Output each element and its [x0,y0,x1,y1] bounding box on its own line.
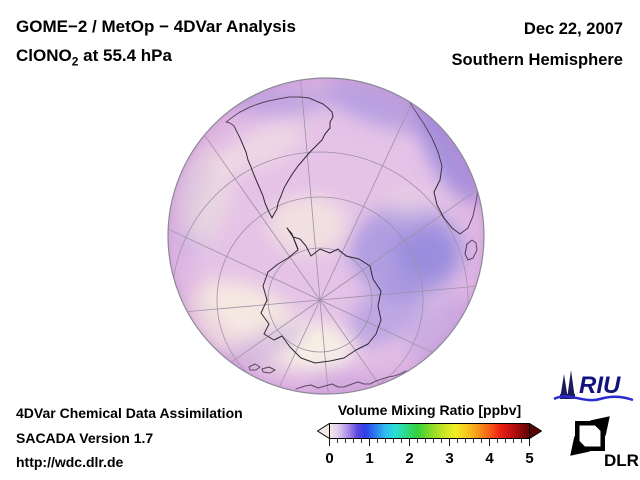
colorbar-tick-label: 1 [365,450,374,467]
globe-edge-shading [168,78,484,394]
colorbar-ticks [317,439,542,447]
colorbar-right-arrow [529,423,542,439]
colorbar-tick-label: 2 [405,450,414,467]
colorbar-tick [353,439,354,443]
colorbar [317,423,542,439]
colorbar-tick [513,439,514,443]
globe-outline [167,77,485,395]
colorbar-tick [481,439,482,443]
colorbar-tick [361,439,362,443]
colorbar-tick [329,439,330,446]
credit-block: 4DVar Chemical Data Assimilation SACADA … [16,401,243,475]
date-label: Dec 22, 2007 [523,20,623,38]
credit-line-1: 4DVar Chemical Data Assimilation [16,405,243,421]
hemisphere-label: Southern Hemisphere [451,51,623,69]
credit-url: http://wdc.dlr.de [16,454,124,470]
colorbar-tick [417,439,418,443]
colorbar-tick [425,439,426,443]
plot-title-block: GOME−2 / MetOp − 4DVar Analysis ClONO2 a… [16,12,296,76]
colorbar-tick [345,439,346,443]
colorbar-tick [433,439,434,443]
colorbar-title: Volume Mixing Ratio [ppbv] [337,402,522,418]
colorbar-section: Volume Mixing Ratio [ppbv] 0 1 2 3 4 5 [317,402,542,467]
globe-map [167,77,485,395]
plot-subtitle: ClONO2 at 55.4 hPa [16,41,296,76]
riu-logo-text: RIU [579,372,621,399]
species-label: ClONO [16,46,72,65]
colorbar-tick [497,439,498,443]
credit-line-2: SACADA Version 1.7 [16,429,154,446]
dlr-star-icon [570,416,610,456]
colorbar-tick [489,439,490,446]
colorbar-tick-label: 4 [485,450,494,467]
colorbar-tick [465,439,466,443]
colorbar-tick [505,439,506,443]
colorbar-tick [457,439,458,443]
date-block: Dec 22, 2007 Southern Hemisphere [452,14,623,76]
colorbar-tick-label: 0 [325,450,334,467]
riu-wave-icon [553,395,634,402]
colorbar-tick [369,439,370,446]
species-subscript: 2 [71,54,79,69]
colorbar-tick [529,439,530,446]
colorbar-tick [401,439,402,443]
colorbar-tick [337,439,338,443]
dlr-logo: DLR [570,416,639,470]
colorbar-tick [521,439,522,443]
colorbar-tick [441,439,442,443]
colorbar-tick [409,439,410,446]
level-label: at 55.4 hPa [78,46,172,65]
colorbar-left-arrow [317,423,330,439]
colorbar-tick-label: 5 [525,450,534,467]
colorbar-tick [377,439,378,443]
colorbar-gradient [329,423,530,439]
colorbar-tick [393,439,394,443]
colorbar-tick-labels: 0 1 2 3 4 5 [317,450,542,467]
plot-title: GOME−2 / MetOp − 4DVar Analysis [16,17,296,36]
colorbar-tick [473,439,474,443]
riu-logo: RIU [553,370,634,402]
cathedral-icon [560,370,575,399]
dlr-logo-text: DLR [604,451,639,470]
colorbar-tick [449,439,450,446]
colorbar-tick [385,439,386,443]
colorbar-tick-label: 3 [445,450,454,467]
